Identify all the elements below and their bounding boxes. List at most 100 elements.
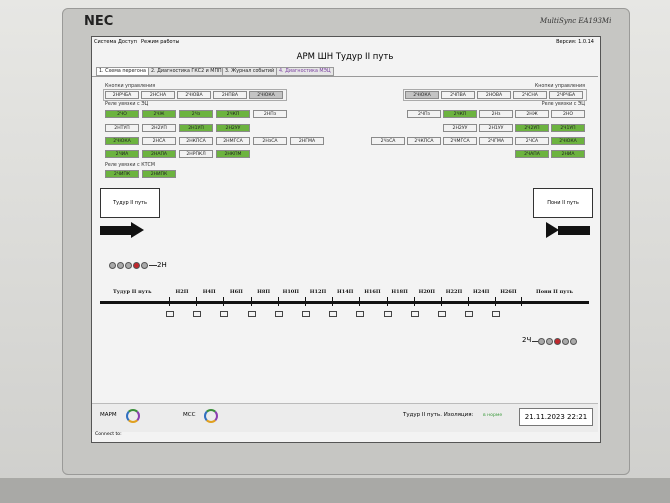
relay-button[interactable]: 2НАПА: [142, 150, 176, 158]
signal-light: [546, 338, 553, 345]
relay-button[interactable]: 2Нз: [479, 110, 513, 118]
track-line: [100, 301, 589, 304]
relay-button[interactable]: 2НМГСА: [216, 137, 250, 145]
section-marker: [329, 311, 338, 317]
station-box: Пони II путь: [533, 188, 593, 218]
signal-light: [538, 338, 545, 345]
isolation-label: Тудур II путь. Изоляция:: [403, 412, 474, 418]
arrow-head: [131, 222, 144, 238]
relay-button[interactable]: 2НКПСА: [179, 137, 213, 145]
section-marker: [274, 311, 283, 317]
relay-button[interactable]: 2Ч2УП: [515, 124, 549, 132]
relay-button[interactable]: 2ЧЮКА: [405, 91, 439, 99]
relay-button[interactable]: 2ЧЖ: [142, 110, 176, 118]
joint: [332, 297, 334, 306]
relay-button[interactable]: 2Н1УП: [179, 124, 213, 132]
section-label: Н14П: [336, 289, 354, 295]
signal-light: [141, 262, 148, 269]
relay-button[interactable]: 2ЧЮКА: [249, 91, 283, 99]
relay-button[interactable]: 2НРЧБА: [105, 91, 139, 99]
monitor-model: MultiSync EA193Mi: [540, 17, 612, 25]
joint: [277, 297, 279, 306]
relay-button[interactable]: 2ЧРЧБА: [549, 91, 583, 99]
relay-button[interactable]: 2ЧзСА: [371, 137, 405, 145]
relay-button[interactable]: 2НТУП: [105, 124, 139, 132]
group-title: Кнопки управления: [534, 84, 585, 89]
section-marker: [193, 311, 202, 317]
relay-button[interactable]: 2ЧЮКА: [551, 137, 585, 145]
status-bar: [92, 403, 598, 432]
joint: [169, 297, 170, 306]
group-box: [403, 89, 587, 101]
signal-light: [554, 338, 561, 345]
section-label: Н6П: [229, 289, 243, 295]
relay-button[interactable]: 2ЧСНА: [513, 91, 547, 99]
relay-button[interactable]: 2НИПК: [142, 170, 176, 178]
relay-button[interactable]: 2Н2УУ: [443, 124, 477, 132]
relay-button[interactable]: 2ЧПз: [407, 110, 441, 118]
relay-button[interactable]: 2НПВА: [213, 91, 247, 99]
relay-button[interactable]: 2Ч1УП: [551, 124, 585, 132]
joint: [521, 297, 522, 306]
signal-light: [562, 338, 569, 345]
relay-button[interactable]: 2НПз: [253, 110, 287, 118]
relay-button[interactable]: 2ЧКП: [443, 110, 477, 118]
relay-button[interactable]: 2НКПМ: [216, 150, 250, 158]
joint: [305, 297, 306, 306]
relay-button[interactable]: 2ЧПВА: [441, 91, 475, 99]
relay-button[interactable]: 2ЧКП: [216, 110, 250, 118]
relay-button[interactable]: 2ЧИА: [105, 150, 139, 158]
relay-button[interactable]: 2НО: [551, 110, 585, 118]
relay-button[interactable]: 2ЧАПА: [515, 150, 549, 158]
stand: [0, 478, 670, 503]
tab[interactable]: 1. Схема перегона: [96, 67, 149, 76]
isolation-state: в норме: [483, 413, 503, 418]
section-label: Н24П: [472, 289, 490, 295]
relay-button[interactable]: 2НСНА: [141, 91, 175, 99]
title: АРМ ШН Тудур II путь: [296, 52, 394, 62]
relay-button[interactable]: 2ЧИПК: [105, 170, 139, 178]
station-box: Тудур II путь: [100, 188, 160, 218]
joint: [386, 297, 388, 306]
section-marker: [438, 311, 446, 317]
relay-button[interactable]: 2ЧМГСА: [443, 137, 477, 145]
relay-button[interactable]: 2НГМА: [290, 137, 324, 145]
tab[interactable]: 3. Журнал событий: [222, 67, 278, 76]
relay-button[interactable]: 2Н2УУ: [216, 124, 250, 132]
relay-button[interactable]: 2ЧКПСА: [407, 137, 441, 145]
connect: Connect to:: [95, 432, 122, 437]
relay-button[interactable]: 2ЧСА: [515, 137, 549, 145]
relay-button[interactable]: 2НРПКЛ: [179, 150, 213, 158]
relay-button[interactable]: 2ЧЮВА: [177, 91, 211, 99]
screen: [91, 36, 601, 443]
relay-button[interactable]: 2Н1УУ: [479, 124, 513, 132]
relay-button[interactable]: 2НОВА: [477, 91, 511, 99]
signal-light: [117, 262, 124, 269]
relay-button[interactable]: 2ЧЮКА: [105, 137, 139, 145]
relay-button[interactable]: 2НзСА: [253, 137, 287, 145]
section-label: Н18П: [391, 289, 408, 295]
relay-button[interactable]: 2ЧО: [105, 110, 139, 118]
section-marker: [356, 311, 365, 317]
joint: [441, 297, 442, 306]
menu-item[interactable]: Система: [94, 39, 117, 45]
joint: [223, 297, 225, 306]
section-marker: [410, 311, 419, 317]
relay-button[interactable]: 2Чз: [179, 110, 213, 118]
section-label: Н20П: [418, 289, 435, 295]
tab[interactable]: 2. Диагностика ГКС2 и МПП: [148, 67, 225, 76]
joint: [359, 297, 361, 306]
section-marker: [302, 311, 310, 317]
section-label: Н22П: [445, 289, 463, 295]
relay-button[interactable]: 2НСА: [142, 137, 176, 145]
tab[interactable]: 4. Диагностика МЭЦ: [276, 67, 334, 76]
signal-label: 2Н: [157, 261, 167, 269]
relay-button[interactable]: 2НИА: [551, 150, 585, 158]
menu-item[interactable]: Доступ: [118, 39, 137, 45]
relay-button[interactable]: 2НЖ: [515, 110, 549, 118]
menu-item[interactable]: Режим работы: [141, 39, 180, 45]
relay-button[interactable]: 2ЧГМА: [479, 137, 513, 145]
section-marker: [383, 311, 392, 317]
relay-button[interactable]: 2Н2УП: [142, 124, 176, 132]
